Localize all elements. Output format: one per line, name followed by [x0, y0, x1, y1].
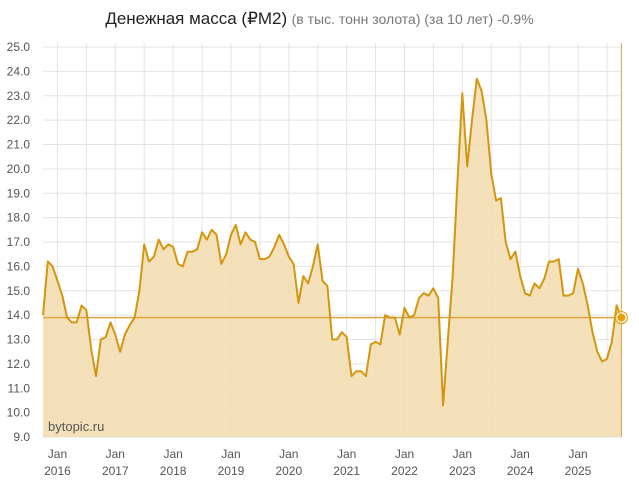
y-tick-label: 11.0 — [8, 381, 31, 395]
y-tick-label: 16.0 — [7, 259, 31, 273]
y-tick-label: 12.0 — [7, 357, 31, 371]
y-tick-label: 18.0 — [7, 211, 31, 225]
x-tick-label-year: 2019 — [218, 464, 245, 478]
chart-title-main: Денежная масса (₽M2) — [105, 9, 288, 28]
x-tick-label-month: Jan — [221, 447, 240, 461]
y-tick-label: 21.0 — [7, 138, 31, 152]
y-tick-label: 20.0 — [7, 162, 31, 176]
x-tick-label-year: 2021 — [333, 464, 360, 478]
y-axis: 25.0 24.0 23.0 22.0 21.0 20.0 19.0 18.0 17.0 16.0… — [7, 40, 31, 444]
x-tick-label-month: Jan — [163, 447, 182, 461]
last-point-marker[interactable] — [617, 313, 626, 322]
x-tick-label-year: 2025 — [565, 464, 592, 478]
y-tick-label: 19.0 — [7, 186, 31, 200]
chart-title: Денежная масса (₽M2) (в тыс. тонн золота… — [0, 9, 639, 29]
x-tick-label-month: Jan — [568, 447, 587, 461]
data-line[interactable] — [42, 77, 623, 407]
y-tick-label: 10.0 — [7, 406, 31, 420]
y-tick-label: 17.0 — [7, 235, 31, 249]
x-tick-label-year: 2018 — [160, 464, 187, 478]
y-tick-label: 25.0 — [7, 40, 31, 54]
x-tick-label-month: Jan — [395, 447, 414, 461]
y-tick-label: 22.0 — [7, 113, 31, 127]
x-tick-label-month: Jan — [48, 447, 67, 461]
y-tick-label: 23.0 — [7, 89, 31, 103]
x-axis: Jan 2016 Jan 2017 Jan 2018 Jan 2019 Jan 2020 Jan 20… — [44, 447, 592, 478]
x-tick-label-month: Jan — [511, 447, 530, 461]
area-fill — [43, 78, 622, 437]
x-tick-label-year: 2020 — [275, 464, 302, 478]
x-tick-label-month: Jan — [337, 447, 356, 461]
y-tick-label: 14.0 — [7, 308, 31, 322]
x-tick-label-year: 2023 — [449, 464, 476, 478]
x-tick-label-year: 2016 — [44, 464, 71, 478]
x-tick-label-month: Jan — [453, 447, 472, 461]
y-tick-label: 15.0 — [7, 284, 31, 298]
x-tick-label-month: Jan — [106, 447, 125, 461]
x-tick-label-month: Jan — [279, 447, 298, 461]
x-tick-label-year: 2022 — [391, 464, 418, 478]
y-tick-label: 9.0 — [13, 430, 30, 444]
y-tick-label: 13.0 — [7, 333, 31, 347]
x-tick-label-year: 2017 — [102, 464, 129, 478]
y-tick-label: 24.0 — [7, 64, 31, 78]
x-tick-label-year: 2024 — [507, 464, 534, 478]
watermark: bytopic.ru — [48, 419, 104, 434]
chart-title-subtitle: (в тыс. тонн золота) (за 10 лет) -0.9% — [291, 11, 534, 27]
